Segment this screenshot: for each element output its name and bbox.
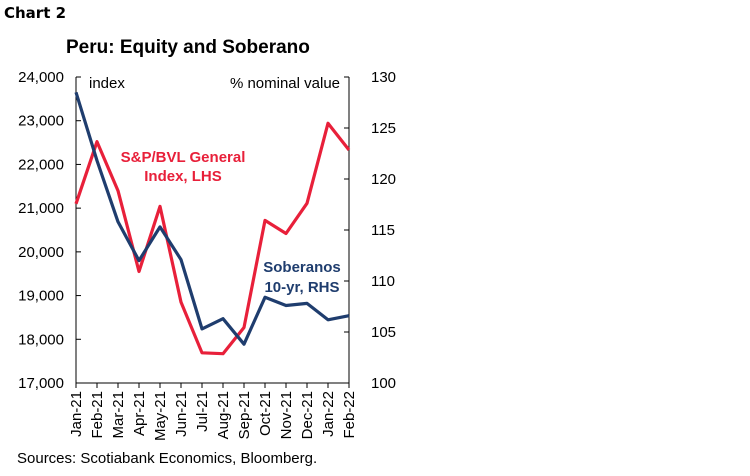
x-tick-label: Feb-21: [89, 391, 106, 439]
x-tick-label: Nov-21: [278, 391, 295, 439]
chart-number-label: Chart 2: [4, 4, 67, 22]
series-label-equity-line1: S&P/BVL General: [121, 149, 246, 166]
series-label-soberanos-line1: Soberanos: [263, 259, 341, 276]
right-tick-label: 120: [371, 171, 396, 188]
left-tick-label: 21,000: [18, 200, 64, 217]
x-tick-label: Jan-22: [320, 391, 337, 437]
x-tick-label: Jan-21: [68, 391, 85, 437]
x-tick-label: Jul-21: [194, 391, 211, 432]
x-tick-label: May-21: [152, 391, 169, 441]
right-tick-label: 125: [371, 120, 396, 137]
left-tick-label: 18,000: [18, 331, 64, 348]
axes-group: 17,000 18,000 19,000 20,000 21,000 22,000 23,0…: [18, 69, 396, 441]
series-label-soberanos-line2: 10-yr, RHS: [264, 279, 339, 296]
x-tick-label: Oct-21: [257, 391, 274, 436]
right-tick-label: 130: [371, 69, 396, 86]
x-tick-label: Jun-21: [173, 391, 190, 437]
right-tick-label: 100: [371, 375, 396, 392]
right-tick-label: 105: [371, 324, 396, 341]
x-tick-label: Aug-21: [215, 391, 232, 439]
labels-group: index % nominal value S&P/BVL General In…: [89, 75, 341, 296]
x-tick-label: Apr-21: [131, 391, 148, 436]
x-tick-label: Sep-21: [236, 391, 253, 439]
soberanos-line: [74, 91, 350, 346]
left-axis-unit: index: [89, 75, 125, 92]
x-tick-label: Mar-21: [110, 391, 127, 439]
left-tick-label: 23,000: [18, 113, 64, 130]
equity-index-line: [74, 121, 351, 356]
right-tick-label: 110: [371, 273, 395, 290]
x-tick-label: Dec-21: [299, 391, 316, 439]
left-tick-label: 24,000: [18, 69, 64, 86]
left-tick-label: 17,000: [18, 375, 64, 392]
source-note: Sources: Scotiabank Economics, Bloomberg…: [17, 450, 318, 467]
left-tick-label: 20,000: [18, 244, 64, 261]
right-axis-unit: % nominal value: [230, 75, 340, 92]
left-tick-label: 22,000: [18, 156, 64, 173]
series-lines: [74, 91, 351, 356]
series-label-equity-line2: Index, LHS: [144, 168, 222, 185]
left-tick-label: 19,000: [18, 288, 64, 305]
chart-title: Peru: Equity and Soberano: [66, 37, 310, 58]
x-tick-label: Feb-22: [341, 391, 358, 439]
right-tick-label: 115: [371, 222, 395, 239]
